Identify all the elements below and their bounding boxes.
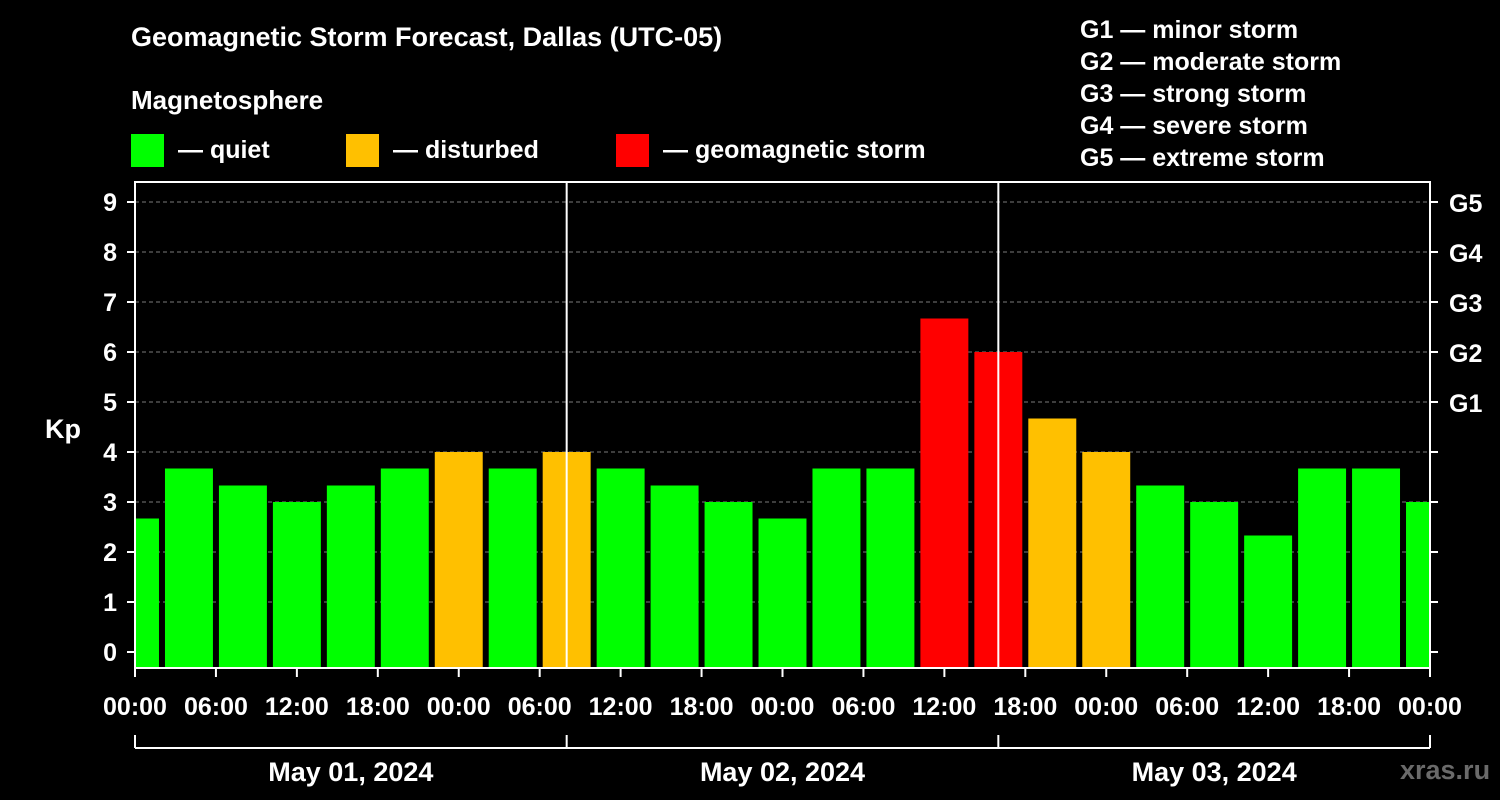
kp-bar [164, 468, 213, 668]
date-label: May 02, 2024 [700, 757, 865, 787]
kp-bar [704, 502, 753, 668]
kp-bar [1190, 502, 1239, 668]
kp-bar [218, 485, 267, 668]
bars-group [135, 318, 1430, 668]
legend-label-storm: — geomagnetic storm [663, 135, 926, 164]
kp-bar [488, 468, 537, 668]
legend-swatch-disturbed [346, 133, 379, 167]
storm-scale-g3: G3 — strong storm [1080, 80, 1307, 108]
y-tick-label: 4 [103, 439, 117, 467]
x-tick-label: 06:00 [184, 693, 248, 721]
y-tick-label: 1 [103, 589, 117, 617]
kp-bar [434, 452, 483, 668]
x-tick-label: 12:00 [589, 693, 653, 721]
y-tick-label: 0 [103, 639, 117, 667]
kp-bar [1244, 535, 1293, 668]
x-tick-label: 18:00 [670, 693, 734, 721]
y-tick-label: 2 [103, 539, 117, 567]
kp-bar [920, 318, 969, 668]
legend-swatch-quiet [131, 133, 164, 167]
x-tick-label: 00:00 [1398, 693, 1462, 721]
storm-level-label: G5 [1449, 190, 1482, 218]
legend-heading: Magnetosphere [131, 85, 324, 115]
storm-level-label: G3 [1449, 290, 1482, 318]
date-label: May 03, 2024 [1132, 757, 1297, 787]
x-tick-label: 12:00 [1236, 693, 1300, 721]
y-tick-label: 6 [103, 339, 117, 367]
storm-scale-g1: G1 — minor storm [1080, 16, 1299, 44]
y-tick-label: 3 [103, 489, 117, 517]
x-tick-label: 00:00 [751, 693, 815, 721]
y-tick-label: 5 [103, 389, 117, 417]
x-tick-label: 18:00 [346, 693, 410, 721]
storm-level-label: G2 [1449, 340, 1482, 368]
x-tick-label: 12:00 [912, 693, 976, 721]
x-tick-label: 18:00 [993, 693, 1057, 721]
kp-bar [758, 518, 807, 668]
legend-quiet: — quiet [131, 133, 270, 167]
legend-label-quiet: — quiet [178, 135, 270, 164]
storm-level-label: G4 [1449, 240, 1482, 268]
kp-bar [326, 485, 375, 668]
chart-title: Geomagnetic Storm Forecast, Dallas (UTC-… [131, 22, 723, 52]
x-tick-label: 06:00 [1155, 693, 1219, 721]
x-tick-label: 12:00 [265, 693, 329, 721]
x-tick-label: 06:00 [831, 693, 895, 721]
storm-scale-legend: G1 — minor storm G2 — moderate storm G3 … [1080, 14, 1341, 174]
y-tick-label: 7 [103, 289, 117, 317]
legend-swatch-storm [616, 133, 649, 167]
kp-bar [272, 502, 321, 668]
storm-scale-g4: G4 — severe storm [1080, 112, 1308, 140]
x-tick-label: 06:00 [508, 693, 572, 721]
x-tick-label: 00:00 [103, 693, 167, 721]
kp-bar [650, 485, 699, 668]
x-tick-label: 00:00 [1074, 693, 1138, 721]
kp-bar [135, 518, 159, 668]
x-tick-label: 00:00 [427, 693, 491, 721]
legend-label-disturbed: — disturbed [393, 135, 539, 164]
legend-disturbed: — disturbed [346, 133, 539, 167]
storm-scale-g2: G2 — moderate storm [1080, 48, 1342, 76]
legend-storm: — geomagnetic storm [616, 133, 926, 167]
storm-scale-g5: G5 — extreme storm [1080, 144, 1325, 172]
storm-level-label: G1 [1449, 390, 1482, 418]
kp-bar [1082, 452, 1131, 668]
x-tick-label: 18:00 [1317, 693, 1381, 721]
kp-bar [1136, 485, 1185, 668]
y-axis-label: Kp [45, 414, 81, 444]
kp-bar [812, 468, 861, 668]
kp-bar [866, 468, 915, 668]
date-label: May 01, 2024 [268, 757, 433, 787]
kp-bar [1298, 468, 1347, 668]
y-tick-label: 9 [103, 189, 117, 217]
kp-bar [1352, 468, 1401, 668]
kp-bar [1406, 502, 1430, 668]
y-tick-label: 8 [103, 239, 117, 267]
watermark: xras.ru [1400, 755, 1491, 785]
kp-bar [596, 468, 645, 668]
kp-bar [1028, 418, 1077, 668]
kp-bar [380, 468, 429, 668]
